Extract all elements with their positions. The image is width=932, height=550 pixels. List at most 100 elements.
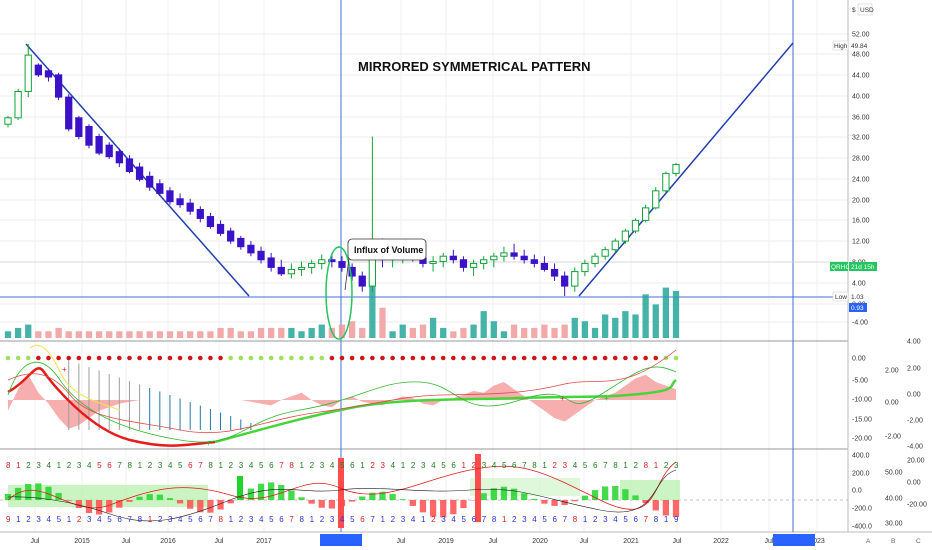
osc2-seq-bottom: 3 (249, 515, 254, 524)
volume-bar (379, 307, 386, 338)
time-tick-label: 2020 (532, 538, 548, 545)
osc2-seq-bottom: 7 (208, 515, 213, 524)
candle-body (429, 261, 437, 264)
osc1-signal-dot (299, 355, 304, 361)
low-tag-box (832, 291, 849, 302)
time-tick-label: Jul (31, 538, 40, 545)
osc2-histogram-bar (176, 500, 184, 504)
osc2-seq-top: 7 (117, 461, 122, 470)
volume-bar (207, 331, 214, 338)
osc2-histogram-bar (500, 486, 508, 500)
osc2-histogram-bar (106, 500, 113, 513)
candle-body (348, 266, 356, 277)
osc2-seq-bottom: 3 (168, 515, 173, 524)
osc2-seq-bottom: 3 (522, 515, 527, 524)
osc2-tick-label: 200.0 (852, 471, 870, 478)
osc1-thin-green (7, 361, 677, 443)
osc2-seq-bottom: 7 (563, 515, 568, 524)
osc2-histogram-bar (247, 488, 255, 500)
osc2-histogram-bar (85, 500, 93, 514)
osc1-inner-tick: 0.00 (885, 400, 899, 407)
osc2-seq-bottom: 1 (664, 515, 669, 524)
candle-body (307, 262, 316, 268)
osc2-seq-top: 4 (330, 461, 335, 470)
osc2-histogram-bar (571, 500, 578, 502)
scale-label: $ (852, 7, 856, 14)
candle-body (247, 244, 255, 254)
osc1-signal-dot (400, 355, 406, 361)
volume-bar (642, 294, 649, 338)
volume-bar (25, 324, 32, 338)
osc1-signal-dot (66, 355, 72, 361)
candle-body (277, 266, 285, 275)
candle-body (500, 252, 508, 257)
osc1-signal-dot (228, 355, 233, 361)
osc2-seq-bottom: 6 (198, 515, 203, 524)
osc1-signal-dot (511, 355, 517, 361)
osc1-signal-dot (56, 355, 61, 361)
osc2-histogram-bar (652, 500, 659, 511)
footer-letter-a[interactable]: A (866, 538, 871, 545)
volume-bar (14, 327, 22, 338)
osc2-seq-bottom: 5 (269, 515, 274, 524)
volume-bar (197, 331, 204, 338)
osc2-seq-top: 5 (583, 461, 588, 470)
osc2-histogram-bar (298, 497, 305, 500)
osc1-signal-curve-green (214, 379, 677, 444)
volume-bar (551, 327, 558, 338)
volume-bar (612, 317, 619, 338)
candle-body (257, 250, 265, 261)
osc2-histogram-bar (440, 500, 447, 518)
candle-body (115, 151, 123, 164)
osc2-seq-top: 2 (370, 461, 375, 470)
osc2-histogram-bar (227, 500, 234, 504)
osc2-histogram-bar (55, 492, 62, 500)
footer-letter-c[interactable]: C (916, 538, 921, 545)
osc1-signal-dot (198, 355, 203, 361)
volume-bar (409, 327, 416, 338)
volume-bar (55, 327, 62, 338)
candle-body (125, 158, 134, 173)
osc1-right-tick: 2.00 (907, 366, 921, 373)
osc2-tick-label: 400.0 (852, 453, 870, 460)
osc2-seq-top: 8 (6, 461, 11, 470)
volume-bar (652, 304, 659, 338)
osc2-inner-tick: -20.00 (907, 502, 927, 509)
osc2-spike (237, 476, 243, 500)
footer-letter-b[interactable]: B (891, 538, 895, 545)
symbol-tag: QRHC (831, 264, 850, 271)
osc2-seq-top: 4 (391, 461, 396, 470)
osc1-signal-dot (96, 355, 102, 361)
osc2-tick-label: -200.0 (852, 506, 872, 513)
osc2-seq-bottom: 1 (380, 515, 385, 524)
volume-bar (348, 321, 356, 338)
osc2-seq-bottom: 3 (441, 515, 446, 524)
date-highlight-2022-box (773, 534, 815, 546)
osc1-signal-dot (15, 355, 21, 361)
candle-body (328, 259, 336, 263)
osc2-histogram-bar (217, 500, 224, 510)
osc2-histogram-bar (612, 486, 619, 500)
osc2-seq-bottom: 6 (472, 515, 477, 524)
osc2-seq-top: 3 (77, 461, 82, 470)
osc2-histogram-bar (581, 495, 589, 500)
osc1-signal-dot (278, 355, 284, 361)
osc2-seq-bottom: 6 (279, 515, 284, 524)
volume-bar (581, 321, 589, 338)
osc2-histogram-bar (541, 500, 548, 504)
osc2-seq-top: 1 (654, 461, 659, 470)
osc1-signal-dot (673, 355, 679, 361)
osc2-seq-bottom: 1 (583, 515, 588, 524)
currency-box[interactable] (857, 3, 873, 16)
high-tag-box (832, 40, 849, 51)
annotation-pointer (344, 257, 350, 291)
osc1-signal-dot (643, 355, 648, 361)
osc2-seq-bottom: 3 (87, 515, 92, 524)
osc1-pink-area (8, 374, 676, 429)
volume-bar (75, 331, 82, 338)
volume-bar (632, 314, 639, 338)
osc2-seq-bottom: 2 (593, 515, 598, 524)
osc2-seq-bottom: 3 (330, 515, 335, 524)
